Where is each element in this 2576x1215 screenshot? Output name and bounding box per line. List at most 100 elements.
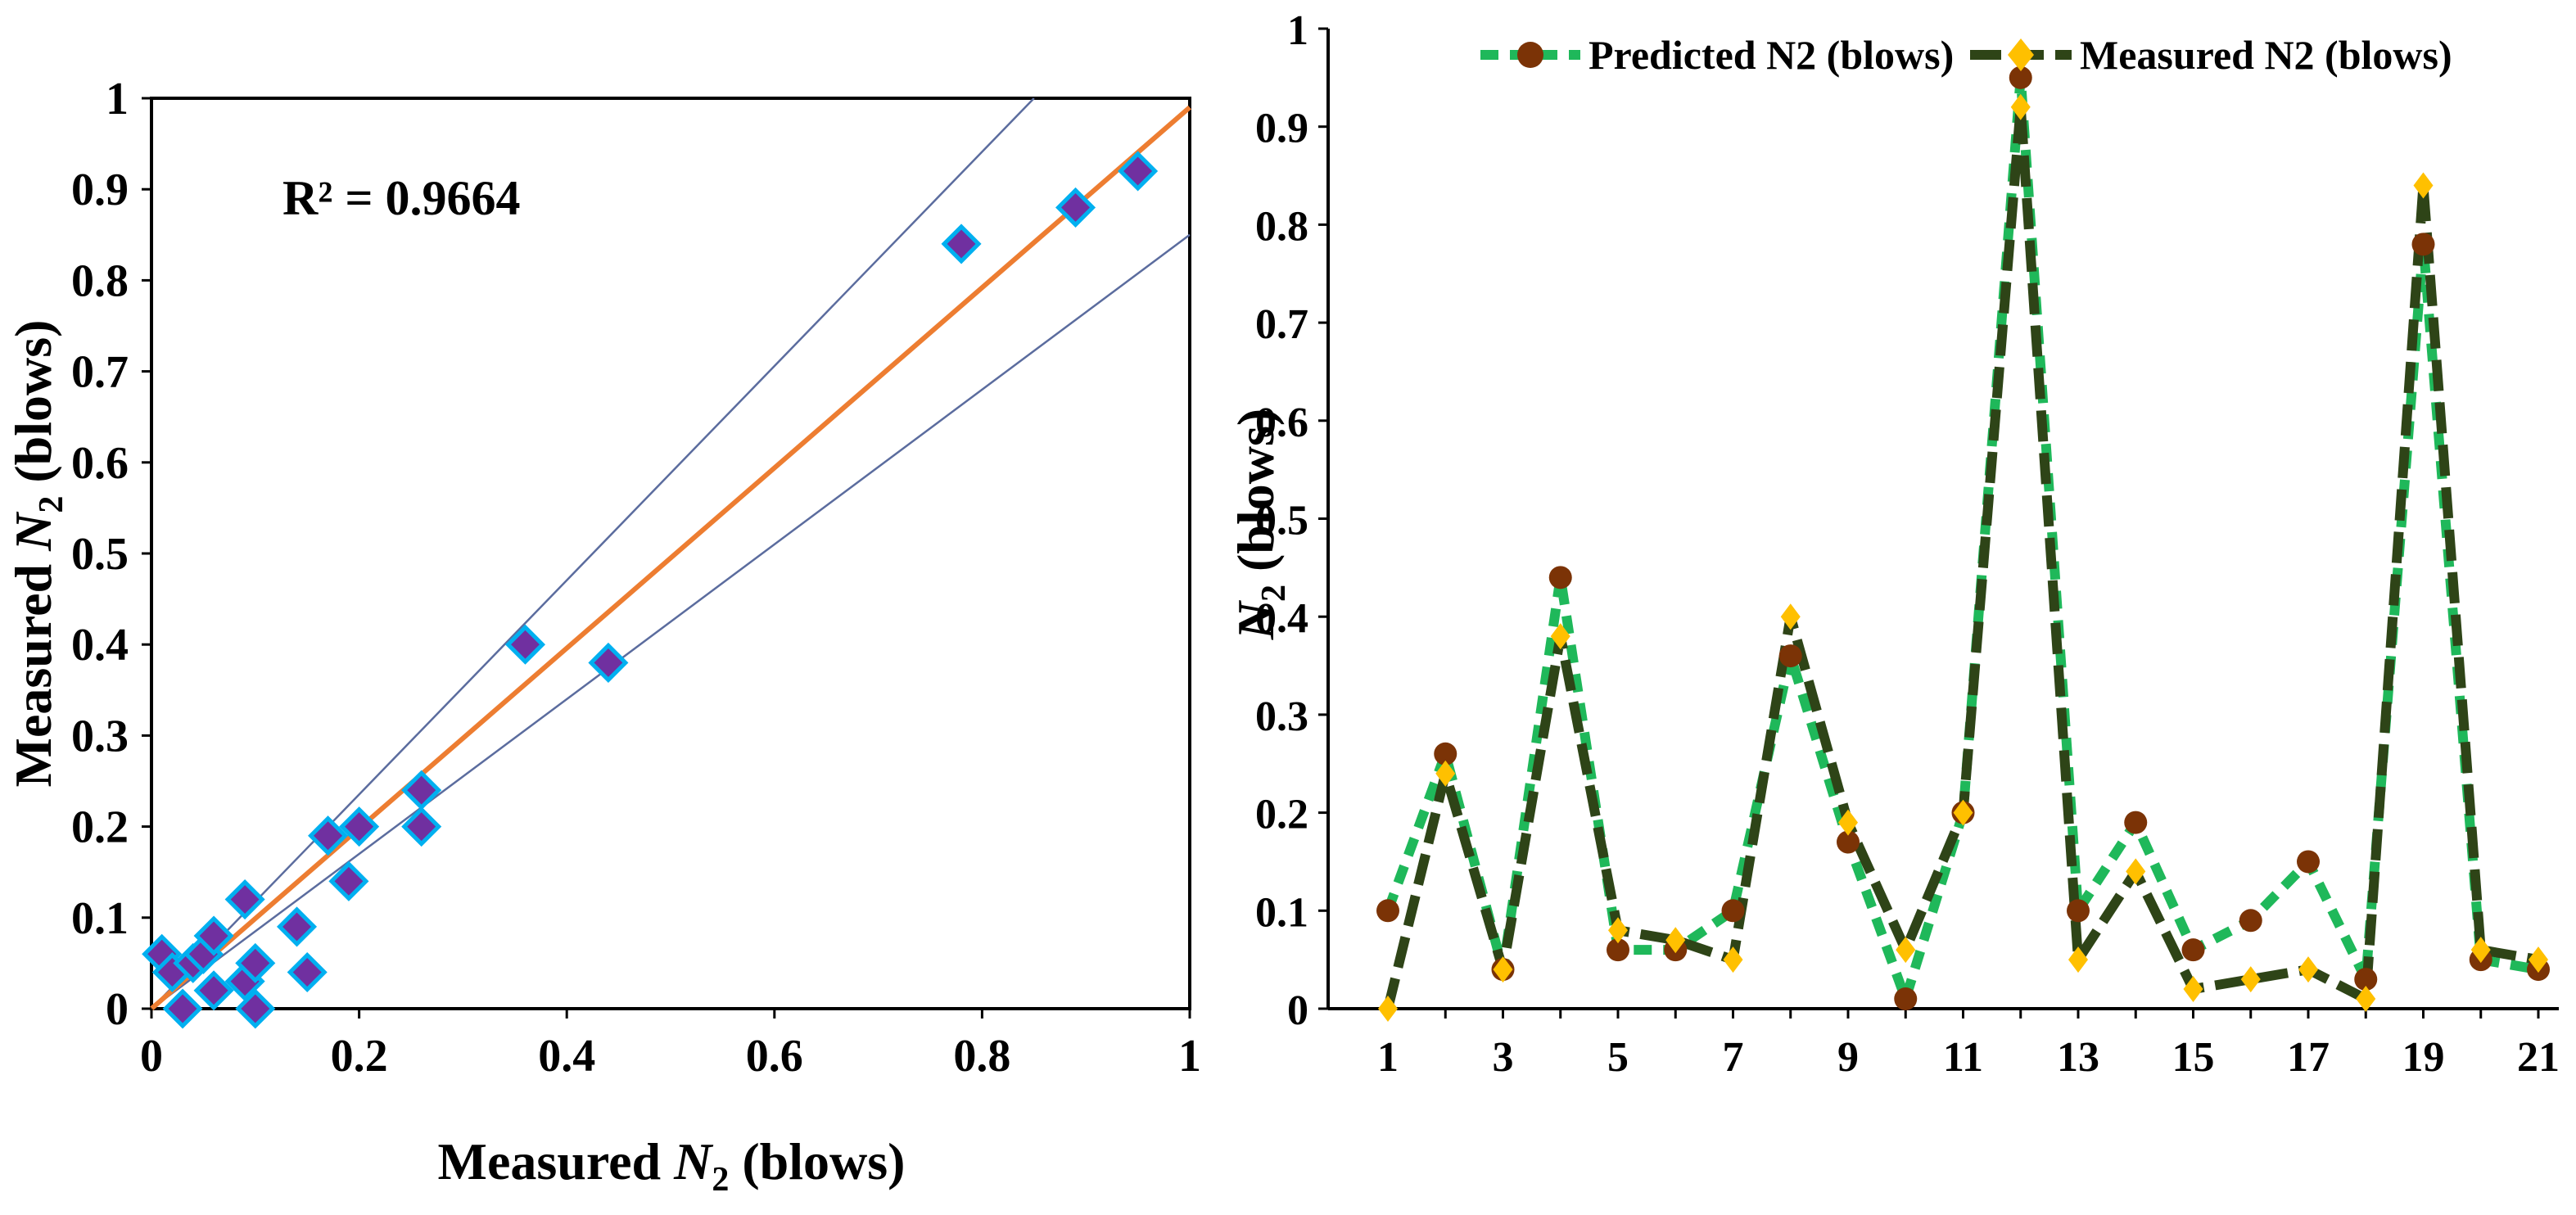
predicted-point [2067, 899, 2090, 923]
scatter-point [1118, 151, 1159, 192]
scatter-point [235, 942, 276, 983]
predicted-series-line [1383, 72, 2540, 1005]
line-series [1376, 65, 2550, 1022]
predicted-point [1721, 899, 1745, 923]
scatter-y-ticks: 0 0.1 0.2 0.3 0.4 0.5 0.6 0.7 0.8 0.9 1 [71, 74, 151, 1035]
line-y-tick-label: 0.3 [1255, 693, 1308, 740]
fit-line-group [150, 105, 1191, 1011]
legend-item-predicted: Predicted N2 (blows) [1480, 32, 1954, 78]
line-y-tick-label: 0.4 [1255, 595, 1308, 642]
predicted-point [1607, 938, 1629, 962]
r-squared-annotation: R² = 0.9664 [282, 171, 521, 225]
predicted-point [1376, 899, 1399, 923]
measured-point [2240, 966, 2261, 993]
measured-point [2529, 946, 2548, 973]
upper-bound-line [151, 97, 1035, 1009]
scatter-x-tick-label: 0.4 [538, 1031, 595, 1082]
scatter-point [308, 815, 349, 856]
line-y-tick-label: 0.2 [1255, 792, 1308, 838]
line-x-tick-label: 11 [1943, 1034, 1983, 1081]
line-y-tick-label: 0.8 [1255, 203, 1308, 250]
legend-predicted-label: Predicted N2 (blows) [1589, 32, 1954, 78]
predicted-point [2009, 65, 2032, 89]
line-chart: 00.10.20.30.40.50.60.70.80.91 1 3 5 7 9 11 13 1… [1227, 7, 2560, 1081]
scatter-point [162, 988, 203, 1029]
line-x-ticks: 1 3 5 7 9 11 13 15 17 19 21 [1377, 1009, 2560, 1081]
scatter-y-tick-label: 0.3 [71, 711, 129, 761]
predicted-point [2239, 909, 2262, 933]
measured-point [1378, 996, 1398, 1022]
measured-point [1723, 946, 1743, 973]
line-x-tick-label: 5 [1607, 1034, 1629, 1081]
legend-item-measured: Measured N2 (blows) [1970, 32, 2452, 78]
scatter-x-axis-label: Measured N2 (blows) [438, 1132, 906, 1199]
predicted-point [2354, 968, 2378, 991]
line-y-tick-label: 0.6 [1255, 400, 1308, 446]
line-y-tick-label: 0.5 [1255, 498, 1308, 544]
predicted-point [2181, 938, 2205, 962]
line-x-tick-label: 19 [2402, 1034, 2445, 1081]
measured-point [1838, 809, 1858, 836]
scatter-x-ticks: 0 0.2 0.4 0.6 0.8 1 [140, 1009, 1201, 1082]
scatter-point [276, 906, 318, 947]
line-x-tick-label: 3 [1493, 1034, 1514, 1081]
scatter-point [401, 806, 442, 847]
line-y-tick-label: 0.7 [1255, 301, 1308, 348]
scatter-point [339, 806, 380, 847]
scatter-point [1055, 187, 1096, 228]
measured-point [1665, 927, 1686, 954]
measured-point [2010, 93, 2031, 120]
scatter-x-tick-label: 0 [140, 1031, 163, 1082]
scatter-y-tick-label: 0.6 [71, 438, 129, 489]
scatter-chart: 0 0.2 0.4 0.6 0.8 1 0 0.1 0.2 0.3 0.4 0.5 0.6 0.7 0.8… [4, 74, 1201, 1199]
scatter-y-tick-label: 0.9 [71, 165, 129, 215]
predicted-point [2124, 811, 2148, 834]
line-x-tick-label: 9 [1837, 1034, 1859, 1081]
scatter-point [235, 988, 276, 1029]
scatter-y-tick-label: 0.2 [71, 802, 129, 853]
measured-point [2413, 172, 2434, 199]
scatter-y-tick-label: 1 [106, 74, 129, 124]
scatter-point [941, 224, 982, 264]
scatter-x-tick-label: 0.2 [331, 1031, 388, 1082]
line-x-tick-label: 17 [2287, 1034, 2330, 1081]
measured-point [1550, 623, 1570, 650]
scatter-point [328, 860, 369, 901]
scatter-point [588, 642, 629, 683]
legend: Predicted N2 (blows) Measured N2 (blows) [1480, 32, 2452, 78]
line-y-axis-label: N2 (blows) [1227, 409, 1293, 640]
legend-predicted-marker [1517, 42, 1543, 68]
scatter-x-tick-label: 0.6 [746, 1031, 803, 1082]
scatter-y-tick-label: 0.1 [71, 893, 129, 944]
line-y-ticks: 0 0.1 0.2 0.3 0.4 0.5 0.6 0.7 0.8 0.9 1 [1255, 7, 1328, 1034]
scatter-point [504, 624, 546, 665]
measured-point [2183, 976, 2203, 1003]
predicted-point [1548, 566, 1572, 589]
predicted-point [2297, 850, 2320, 874]
line-x-tick-label: 7 [1723, 1034, 1744, 1081]
scatter-point [224, 879, 265, 920]
scatter-x-tick-label: 1 [1178, 1031, 1201, 1082]
scatter-y-tick-label: 0.5 [71, 529, 129, 580]
scatter-point [193, 915, 234, 956]
lower-bound-line [151, 233, 1191, 1010]
scatter-y-axis-label: Measured N2 (blows) [4, 320, 70, 788]
line-y-tick-label: 1 [1287, 7, 1308, 54]
line-y-tick-label: 0 [1287, 987, 1308, 1034]
predicted-point [2411, 233, 2435, 256]
scatter-y-tick-label: 0.8 [71, 255, 129, 306]
legend-measured-label: Measured N2 (blows) [2080, 32, 2452, 78]
line-x-tick-label: 1 [1377, 1034, 1399, 1081]
line-x-tick-label: 21 [2517, 1034, 2560, 1081]
scatter-y-tick-label: 0 [106, 984, 129, 1035]
measured-point [1896, 937, 1916, 964]
line-x-tick-label: 15 [2172, 1034, 2215, 1081]
measured-point [2298, 956, 2318, 983]
line-y-tick-label: 0.9 [1255, 106, 1308, 152]
scatter-points [142, 151, 1159, 1029]
measured-point [2068, 946, 2088, 973]
scatter-y-tick-label: 0.7 [71, 347, 129, 398]
measured-series-line [1383, 102, 2540, 1010]
measured-point [2126, 858, 2146, 885]
